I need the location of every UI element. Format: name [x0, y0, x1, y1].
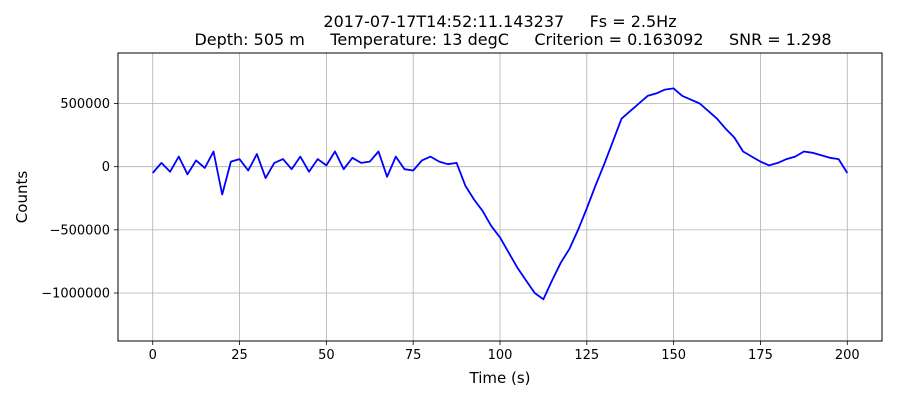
chart-title-line-2: Depth: 505 m Temperature: 13 degC Criter… — [194, 30, 831, 49]
x-axis-label: Time (s) — [469, 369, 531, 387]
axes-frame — [117, 52, 883, 342]
x-tick-label: 75 — [405, 348, 422, 363]
y-tick-label: −1000000 — [41, 287, 110, 302]
x-tick-label: 25 — [231, 348, 248, 363]
x-tick-label: 150 — [661, 348, 686, 363]
x-tick-label: 0 — [149, 348, 157, 363]
x-tick-label: 175 — [748, 348, 773, 363]
x-tick-label: 200 — [835, 348, 860, 363]
x-tick-label: 100 — [488, 348, 513, 363]
x-tick-label: 125 — [574, 348, 599, 363]
x-tick-label: 50 — [318, 348, 335, 363]
y-axis-label: Counts — [13, 171, 31, 224]
y-axis-ticks: −1000000 −500000 0 500000 — [41, 97, 118, 302]
chart-title-line-1: 2017-07-17T14:52:11.143237 Fs = 2.5Hz — [323, 12, 676, 31]
x-axis-ticks: 0 25 50 75 100 125 150 175 200 — [149, 341, 860, 363]
plot-area — [152, 87, 849, 301]
y-tick-label: 0 — [102, 160, 110, 175]
y-tick-label: −500000 — [49, 223, 110, 238]
series-line — [152, 87, 849, 301]
y-tick-label: 500000 — [60, 97, 110, 112]
